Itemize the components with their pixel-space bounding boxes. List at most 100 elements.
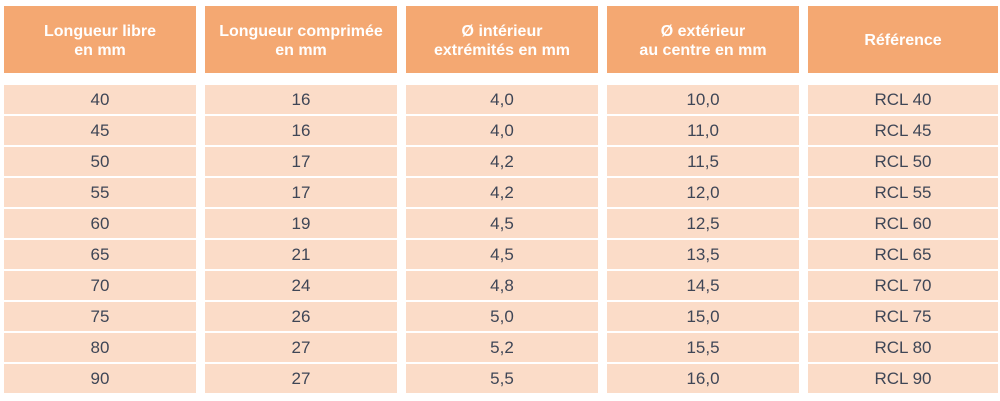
header-inner-diameter: Ø intérieur extrémités en mm [406,6,598,73]
cell-free-length: 75 [4,302,196,331]
table-header-row: Longueur libre en mm Longueur comprimée … [4,6,998,73]
table-row: 65 21 4,5 13,5 RCL 65 [4,240,998,269]
cell-inner-diameter: 4,5 [406,209,598,238]
table-row: 75 26 5,0 15,0 RCL 75 [4,302,998,331]
cell-compressed-length: 17 [205,147,397,176]
column-gutter [397,271,406,300]
column-gutter [397,240,406,269]
column-gutter [799,271,808,300]
header-free-length: Longueur libre en mm [4,6,196,73]
cell-reference: RCL 55 [808,178,998,207]
header-spacer [4,73,998,85]
cell-inner-diameter: 4,2 [406,178,598,207]
table-row: 45 16 4,0 11,0 RCL 45 [4,116,998,145]
cell-compressed-length: 26 [205,302,397,331]
column-gutter [799,209,808,238]
column-gutter [397,85,406,114]
header-outer-diameter: Ø extérieur au centre en mm [607,6,799,73]
cell-inner-diameter: 5,0 [406,302,598,331]
cell-inner-diameter: 4,5 [406,240,598,269]
column-gutter [598,302,607,331]
column-gutter [799,6,808,73]
cell-free-length: 90 [4,364,196,393]
cell-free-length: 55 [4,178,196,207]
column-gutter [196,209,205,238]
cell-free-length: 45 [4,116,196,145]
column-gutter [799,302,808,331]
cell-outer-diameter: 10,0 [607,85,799,114]
cell-reference: RCL 80 [808,333,998,362]
column-gutter [397,364,406,393]
cell-outer-diameter: 13,5 [607,240,799,269]
column-gutter [397,209,406,238]
cell-inner-diameter: 4,2 [406,147,598,176]
column-gutter [196,178,205,207]
cell-reference: RCL 90 [808,364,998,393]
column-gutter [799,116,808,145]
cell-free-length: 40 [4,85,196,114]
cell-free-length: 70 [4,271,196,300]
cell-reference: RCL 60 [808,209,998,238]
cell-reference: RCL 50 [808,147,998,176]
column-gutter [196,6,205,73]
cell-compressed-length: 17 [205,178,397,207]
column-gutter [196,302,205,331]
cell-reference: RCL 45 [808,116,998,145]
header-compressed-length: Longueur comprimée en mm [205,6,397,73]
table-row: 70 24 4,8 14,5 RCL 70 [4,271,998,300]
column-gutter [799,364,808,393]
table-body: 40 16 4,0 10,0 RCL 40 45 16 4,0 11,0 RCL 45 50 17 4,… [4,85,998,395]
column-gutter [598,364,607,393]
column-gutter [196,147,205,176]
column-gutter [196,364,205,393]
cell-outer-diameter: 15,0 [607,302,799,331]
column-gutter [598,209,607,238]
cell-reference: RCL 40 [808,85,998,114]
cell-compressed-length: 27 [205,333,397,362]
table-row: 40 16 4,0 10,0 RCL 40 [4,85,998,114]
cell-reference: RCL 70 [808,271,998,300]
cell-outer-diameter: 15,5 [607,333,799,362]
table-row: 60 19 4,5 12,5 RCL 60 [4,209,998,238]
cell-inner-diameter: 4,0 [406,85,598,114]
column-gutter [598,116,607,145]
cell-free-length: 50 [4,147,196,176]
column-gutter [196,271,205,300]
column-gutter [799,178,808,207]
table-row: 55 17 4,2 12,0 RCL 55 [4,178,998,207]
table-row: 90 27 5,5 16,0 RCL 90 [4,364,998,393]
column-gutter [598,147,607,176]
column-gutter [598,271,607,300]
cell-outer-diameter: 14,5 [607,271,799,300]
column-gutter [799,85,808,114]
column-gutter [397,302,406,331]
column-gutter [598,85,607,114]
cell-compressed-length: 24 [205,271,397,300]
cell-outer-diameter: 12,5 [607,209,799,238]
cell-outer-diameter: 16,0 [607,364,799,393]
cell-reference: RCL 65 [808,240,998,269]
cell-outer-diameter: 12,0 [607,178,799,207]
column-gutter [799,333,808,362]
column-gutter [196,85,205,114]
column-gutter [598,6,607,73]
cell-outer-diameter: 11,0 [607,116,799,145]
cell-compressed-length: 19 [205,209,397,238]
header-reference: Référence [808,6,998,73]
cell-inner-diameter: 5,2 [406,333,598,362]
cell-compressed-length: 27 [205,364,397,393]
table-row: 80 27 5,2 15,5 RCL 80 [4,333,998,362]
cell-outer-diameter: 11,5 [607,147,799,176]
cell-free-length: 80 [4,333,196,362]
spring-dimensions-table: Longueur libre en mm Longueur comprimée … [4,6,998,395]
column-gutter [196,116,205,145]
cell-compressed-length: 16 [205,85,397,114]
column-gutter [397,147,406,176]
column-gutter [397,6,406,73]
cell-compressed-length: 21 [205,240,397,269]
column-gutter [799,147,808,176]
column-gutter [598,178,607,207]
cell-free-length: 60 [4,209,196,238]
cell-reference: RCL 75 [808,302,998,331]
column-gutter [196,333,205,362]
